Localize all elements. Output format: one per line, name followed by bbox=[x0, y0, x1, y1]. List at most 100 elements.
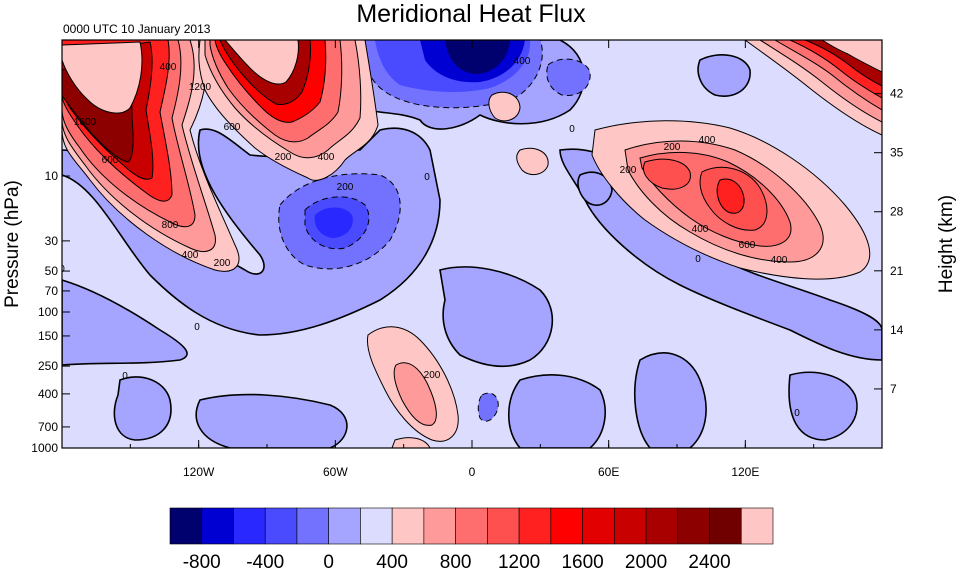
pos-west-2400 bbox=[62, 41, 143, 114]
y-axis-left: 10 30 50 70 100 150 250 400 700 1000 bbox=[31, 169, 70, 455]
neg-region-east-mid bbox=[577, 171, 613, 206]
colorbar-label: 800 bbox=[440, 552, 472, 571]
colorbar-swatch bbox=[328, 507, 361, 545]
neg-region-topright-small bbox=[697, 54, 751, 97]
y-left-tick-label: 1000 bbox=[31, 441, 58, 455]
neg-region-surface-west bbox=[113, 376, 172, 441]
pos-small-central bbox=[488, 91, 521, 122]
contour-label-16: 400 bbox=[771, 255, 788, 266]
colorbar-swatch bbox=[709, 507, 742, 545]
colorbar-swatch bbox=[677, 507, 710, 545]
x-tick-label: 0 bbox=[469, 465, 476, 479]
contour-label-15: 200 bbox=[620, 165, 637, 176]
colorbar-swatch bbox=[518, 507, 552, 545]
y-left-tick-label: 400 bbox=[38, 387, 58, 401]
colorbar-swatch bbox=[455, 507, 488, 545]
contour-label-1: 1200 bbox=[189, 82, 212, 93]
pos-small-eq bbox=[516, 147, 549, 176]
pos-east-800 bbox=[643, 158, 691, 190]
contour-label-8: 800 bbox=[162, 220, 179, 231]
contour-label-9: 400 bbox=[182, 250, 199, 261]
y-left-tick-label: 10 bbox=[45, 169, 59, 183]
contour-label-12: 0 bbox=[569, 124, 575, 135]
contour-label-23: 0 bbox=[59, 264, 65, 275]
colorbar-swatch bbox=[201, 507, 234, 545]
neg-region-surface-east-a bbox=[508, 374, 606, 448]
contour-label-22: 200 bbox=[424, 370, 441, 381]
chart-subtitle: 0000 UTC 10 January 2013 bbox=[63, 22, 211, 36]
y-right-tick-label: 21 bbox=[890, 264, 904, 278]
colorbar-swatch bbox=[487, 507, 520, 545]
colorbar-label: 0 bbox=[323, 552, 334, 571]
colorbar-swatch bbox=[614, 507, 647, 545]
contour-label-17: 600 bbox=[739, 240, 756, 251]
y-left-tick-label: 70 bbox=[45, 284, 59, 298]
x-tick-label: 120W bbox=[183, 465, 215, 479]
x-tick-label: 120E bbox=[731, 465, 759, 479]
neg-core-west-800 bbox=[314, 207, 353, 238]
colorbar bbox=[169, 507, 774, 545]
y-axis-right: 42 35 28 21 14 7 bbox=[874, 87, 904, 396]
neg-region-west-low bbox=[62, 279, 188, 366]
colorbar-swatch bbox=[264, 507, 298, 545]
contour-label-4: 600 bbox=[102, 155, 119, 166]
colorbar-label: -800 bbox=[183, 552, 221, 571]
plot-area: 400 1200 600 1600 600 200 400 200 800 40… bbox=[59, 40, 882, 448]
neg-core-top-1000 bbox=[445, 40, 510, 74]
contour-label-11: 400 bbox=[514, 56, 531, 67]
y-left-tick-label: 150 bbox=[38, 329, 58, 343]
colorbar-swatch bbox=[360, 507, 393, 545]
pos-surface-small bbox=[391, 437, 431, 448]
y-axis-left-title: Pressure (hPa) bbox=[2, 180, 23, 308]
neg-core-surface-small bbox=[477, 392, 499, 422]
x-tick-label: 60W bbox=[323, 465, 348, 479]
x-axis: 120W 60W 0 60E 120E bbox=[61, 40, 883, 479]
colorbar-label: 2400 bbox=[688, 552, 730, 571]
colorbar-label: -400 bbox=[246, 552, 284, 571]
contour-label-6: 400 bbox=[318, 152, 335, 163]
contour-label-7: 200 bbox=[337, 182, 354, 193]
colorbar-label: 400 bbox=[376, 552, 408, 571]
y-axis-right-title: Height (km) bbox=[936, 195, 957, 293]
pos-tropics-400 bbox=[393, 362, 437, 426]
colorbar-swatch bbox=[645, 507, 679, 545]
contour-label-19: 0 bbox=[695, 254, 701, 265]
y-right-tick-label: 28 bbox=[890, 205, 904, 219]
colorbar-swatch bbox=[550, 507, 583, 545]
contour-label-13: 200 bbox=[664, 142, 681, 153]
y-left-tick-label: 30 bbox=[45, 234, 59, 248]
colorbar-swatch bbox=[740, 507, 774, 545]
colorbar-swatch bbox=[423, 507, 456, 545]
colorbar-label: 1200 bbox=[498, 552, 540, 571]
neg-region-surface-east-b bbox=[634, 352, 707, 448]
x-tick-label: 60E bbox=[598, 465, 619, 479]
colorbar-swatch bbox=[582, 507, 615, 545]
colorbar-swatch bbox=[296, 507, 329, 545]
y-right-tick-label: 14 bbox=[890, 323, 904, 337]
colorbar-label: 1600 bbox=[561, 552, 603, 571]
pos-mid-2400 bbox=[224, 40, 299, 85]
contour-label-0: 400 bbox=[160, 62, 177, 73]
y-right-tick-label: 35 bbox=[890, 146, 904, 160]
y-left-tick-label: 250 bbox=[38, 359, 58, 373]
y-left-tick-label: 100 bbox=[38, 305, 58, 319]
contour-label-21: 0 bbox=[122, 371, 128, 382]
chart-title: Meridional Heat Flux bbox=[356, 0, 586, 28]
y-right-tick-label: 7 bbox=[890, 382, 897, 396]
pos-east-1000 bbox=[716, 178, 745, 214]
colorbar-label: 2000 bbox=[625, 552, 667, 571]
contour-label-3: 1600 bbox=[74, 117, 97, 128]
y-right-tick-label: 42 bbox=[890, 87, 904, 101]
colorbar-labels: -800 -400 0 400 800 1200 1600 2000 2400 bbox=[183, 552, 731, 571]
contour-label-18: 400 bbox=[692, 224, 709, 235]
contour-label-25: 0 bbox=[424, 172, 430, 183]
neg-region-tropics bbox=[439, 266, 554, 368]
contour-label-5: 200 bbox=[275, 152, 292, 163]
y-left-tick-label: 700 bbox=[38, 420, 58, 434]
contour-label-24: 0 bbox=[794, 408, 800, 419]
contour-label-2: 600 bbox=[224, 122, 241, 133]
neg-core-east-small bbox=[546, 58, 591, 97]
colorbar-swatch bbox=[169, 507, 203, 545]
neg-region-surface-mid bbox=[195, 393, 348, 448]
